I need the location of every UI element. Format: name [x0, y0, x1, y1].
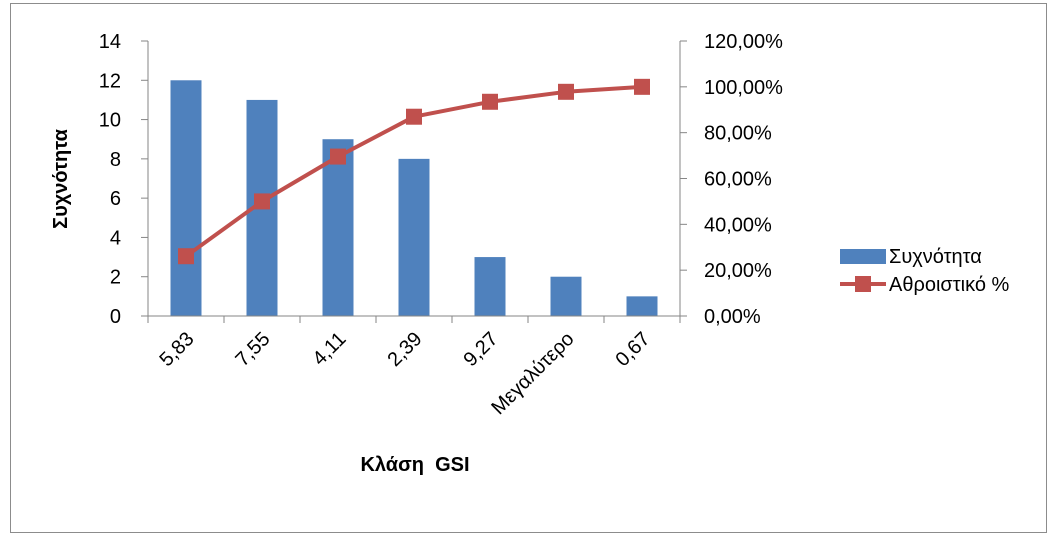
y2-tick-label-3: 60,00%: [704, 169, 772, 191]
legend-swatch-frequency: [840, 249, 886, 264]
y-tick-label-6: 12: [99, 70, 121, 92]
plot-area: 0 2 4 6 8 10 12 14 0,00% 20,00% 40,00% 60,00% 80,00%…: [99, 31, 783, 419]
y2-tick-label-0: 0,00%: [704, 306, 761, 328]
bar-2: [322, 139, 354, 316]
chart-border: [10, 3, 1047, 533]
y-tick-label-2: 4: [110, 227, 121, 249]
y-tick-label-7: 14: [99, 31, 121, 53]
y-tick-label-1: 2: [110, 267, 121, 289]
y-tick-label-3: 6: [110, 188, 121, 210]
bar-6: [626, 296, 658, 316]
cumulative-point-4: [482, 93, 498, 110]
bar-0: [170, 80, 202, 317]
legend: Συχνότητα Αθροιστικό %: [840, 246, 1010, 296]
y-tick-label-0: 0: [110, 306, 121, 328]
legend-item-frequency: Συχνότητα: [840, 246, 982, 268]
y2-tick-label-2: 40,00%: [704, 214, 772, 236]
bar-3: [398, 158, 430, 316]
cumulative-point-2: [330, 148, 346, 165]
y2-tick-label-5: 100,00%: [704, 77, 783, 99]
y2-tick-label-1: 20,00%: [704, 260, 772, 282]
cumulative-point-0: [178, 248, 194, 265]
legend-label-frequency: Συχνότητα: [889, 246, 982, 268]
y-axis-title: Συχνότητα: [50, 128, 72, 228]
legend-label-cumulative: Αθροιστικό %: [889, 274, 1010, 296]
bar-4: [474, 257, 506, 316]
bar-5: [550, 276, 582, 316]
cumulative-line-layer: [178, 78, 650, 265]
y-tick-label-5: 10: [99, 110, 121, 132]
cumulative-point-3: [406, 108, 422, 125]
cumulative-point-1: [254, 193, 270, 210]
cumulative-point-5: [558, 83, 574, 100]
x-axis-title: Κλάση GSI: [360, 454, 469, 476]
y2-tick-label-6: 120,00%: [704, 31, 783, 53]
legend-item-cumulative: Αθροιστικό %: [840, 274, 1010, 296]
cumulative-point-6: [634, 78, 650, 95]
legend-marker-cumulative: [855, 276, 871, 292]
y-tick-label-4: 8: [110, 149, 121, 171]
y2-tick-label-4: 80,00%: [704, 123, 772, 145]
